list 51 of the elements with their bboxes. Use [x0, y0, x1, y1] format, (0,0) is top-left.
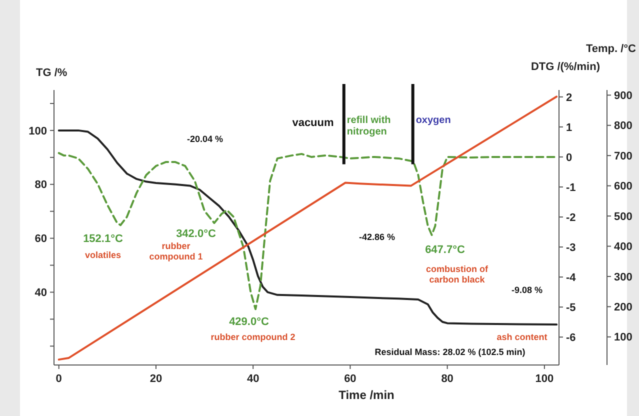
y-tick-label: 40	[34, 287, 47, 300]
annotation: 429.0°C	[229, 316, 269, 328]
annotation: 342.0°C	[176, 228, 216, 240]
annotation: combustion of carbon black	[426, 264, 489, 284]
annotation: -9.08 %	[511, 285, 543, 295]
x-tick-label: 40	[246, 373, 260, 385]
y-tick-label: 100	[28, 125, 47, 138]
y2-tick-label: -2	[566, 212, 576, 224]
y3-tick-label: 500	[614, 210, 632, 223]
y3-tick-label: 100	[614, 332, 632, 344]
y2-tick-label: -4	[566, 272, 577, 284]
y-axis-title: TG /%	[36, 67, 68, 79]
y2-tick-label: -5	[566, 302, 576, 314]
y3-tick-label: 400	[614, 241, 632, 254]
y2-tick-label: 0	[566, 152, 572, 164]
y3-tick-label: 200	[614, 302, 632, 314]
y2-tick-label: 2	[566, 92, 572, 104]
ref-line-label: oxygen	[416, 115, 451, 126]
x-tick-label: 80	[441, 373, 454, 385]
line-series	[58, 152, 558, 310]
y-tick-label: 80	[34, 179, 47, 192]
annotation: Residual Mass: 28.02 % (102.5 min)	[374, 347, 526, 357]
y2-tick-label: 1	[566, 122, 572, 134]
annotation: 647.7°C	[425, 244, 465, 256]
annotation: vacuum	[292, 117, 334, 129]
x-axis-title: Time /min	[338, 388, 394, 402]
y3-tick-label: 300	[614, 271, 632, 284]
annotation: volatiles	[84, 250, 122, 260]
y-tick-label: 60	[34, 233, 47, 246]
y2-tick-label: -3	[566, 242, 576, 254]
y3-tick-label: 600	[614, 180, 632, 193]
line-series	[58, 129, 558, 326]
y3-axis-title: Temp. /°C	[586, 43, 636, 55]
ref-line-label: refill with nitrogen	[346, 115, 391, 138]
x-tick-label: 100	[535, 373, 554, 385]
y2-tick-label: -6	[566, 332, 576, 344]
annotation: 152.1°C	[83, 233, 123, 245]
x-tick-label: 20	[150, 373, 162, 385]
line-series	[58, 96, 558, 361]
y3-tick-label: 900	[614, 90, 632, 102]
annotation: ash content	[496, 332, 548, 342]
y3-tick-label: 700	[614, 150, 632, 162]
x-tick-label: 0	[56, 373, 62, 385]
annotation: -20.04 %	[186, 134, 224, 144]
y3-tick-label: 800	[614, 120, 632, 132]
y2-axis-title: DTG /(%/min)	[530, 61, 600, 73]
y2-tick-label: -1	[566, 182, 576, 194]
annotation: rubber compound 2	[210, 332, 296, 342]
x-tick-label: 60	[344, 373, 356, 385]
annotation: rubber compound 1	[149, 241, 203, 262]
annotation: -42.86 %	[358, 232, 396, 242]
